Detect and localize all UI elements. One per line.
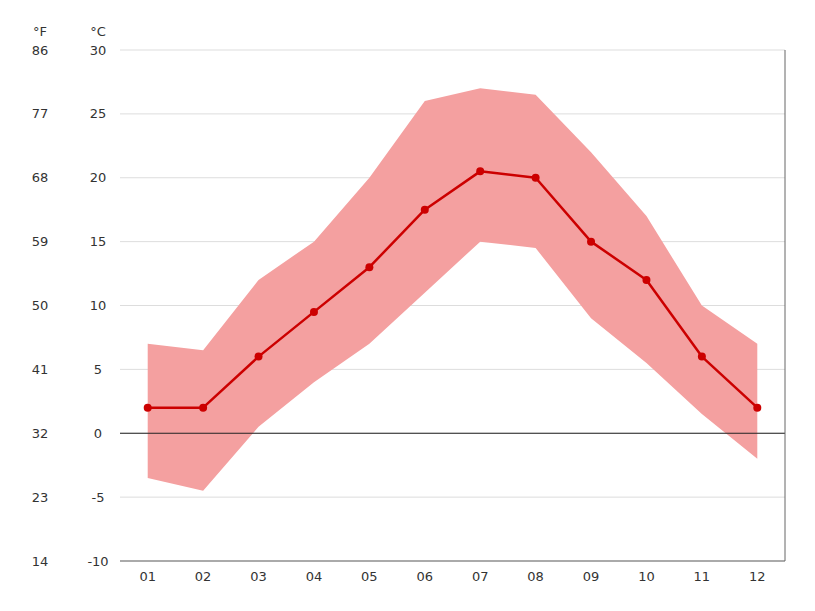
range-band xyxy=(148,88,758,490)
marker xyxy=(753,404,761,412)
x-tick-label: 09 xyxy=(583,569,600,584)
y2-tick-label: 68 xyxy=(32,170,49,185)
marker xyxy=(421,206,429,214)
marker xyxy=(255,353,263,361)
y-axis-label: °C xyxy=(90,24,106,39)
x-tick-label: 10 xyxy=(638,569,655,584)
x-tick-label: 06 xyxy=(417,569,434,584)
x-tick-label: 07 xyxy=(472,569,489,584)
grid-line xyxy=(120,50,785,51)
grid-line xyxy=(120,433,785,434)
y-tick-label: 0 xyxy=(94,426,102,441)
grid-line xyxy=(120,561,785,562)
y-tick-label: -10 xyxy=(87,554,108,569)
y2-tick-label: 14 xyxy=(32,554,49,569)
marker xyxy=(532,174,540,182)
grid-line xyxy=(120,497,785,498)
x-axis-line xyxy=(120,561,785,562)
grid xyxy=(120,50,785,561)
x-tick-label: 02 xyxy=(195,569,212,584)
x-tick-label: 08 xyxy=(527,569,544,584)
marker xyxy=(310,308,318,316)
y2-tick-label: 32 xyxy=(32,426,49,441)
marker xyxy=(698,353,706,361)
x-tick-label: 12 xyxy=(749,569,766,584)
marker xyxy=(199,404,207,412)
y-tick-label: -5 xyxy=(92,490,105,505)
y2-tick-label: 59 xyxy=(32,234,49,249)
y-tick-label: 30 xyxy=(90,43,107,58)
marker xyxy=(365,263,373,271)
y2-tick-label: 23 xyxy=(32,490,49,505)
y2-tick-label: 41 xyxy=(32,362,49,377)
right-axis-line xyxy=(785,50,786,561)
x-tick-label: 04 xyxy=(306,569,323,584)
y2-axis-label: °F xyxy=(33,24,47,39)
mean-line xyxy=(148,171,758,407)
y2-tick-label: 86 xyxy=(32,43,49,58)
marker xyxy=(476,167,484,175)
x-tick-label: 11 xyxy=(694,569,711,584)
y-tick-label: 15 xyxy=(90,234,107,249)
y-tick-label: 5 xyxy=(94,362,102,377)
plot-area xyxy=(120,88,785,490)
marker xyxy=(587,238,595,246)
x-tick-label: 01 xyxy=(139,569,156,584)
chart: -10-5051015202530142332415059687786°C°F0… xyxy=(0,0,815,611)
x-tick-label: 03 xyxy=(250,569,267,584)
marker xyxy=(642,276,650,284)
y2-tick-label: 77 xyxy=(32,106,49,121)
y-tick-label: 20 xyxy=(90,170,107,185)
zero-line xyxy=(120,433,785,434)
marker xyxy=(144,404,152,412)
y-tick-label: 10 xyxy=(90,298,107,313)
y-tick-label: 25 xyxy=(90,106,107,121)
x-tick-label: 05 xyxy=(361,569,378,584)
y2-tick-label: 50 xyxy=(32,298,49,313)
